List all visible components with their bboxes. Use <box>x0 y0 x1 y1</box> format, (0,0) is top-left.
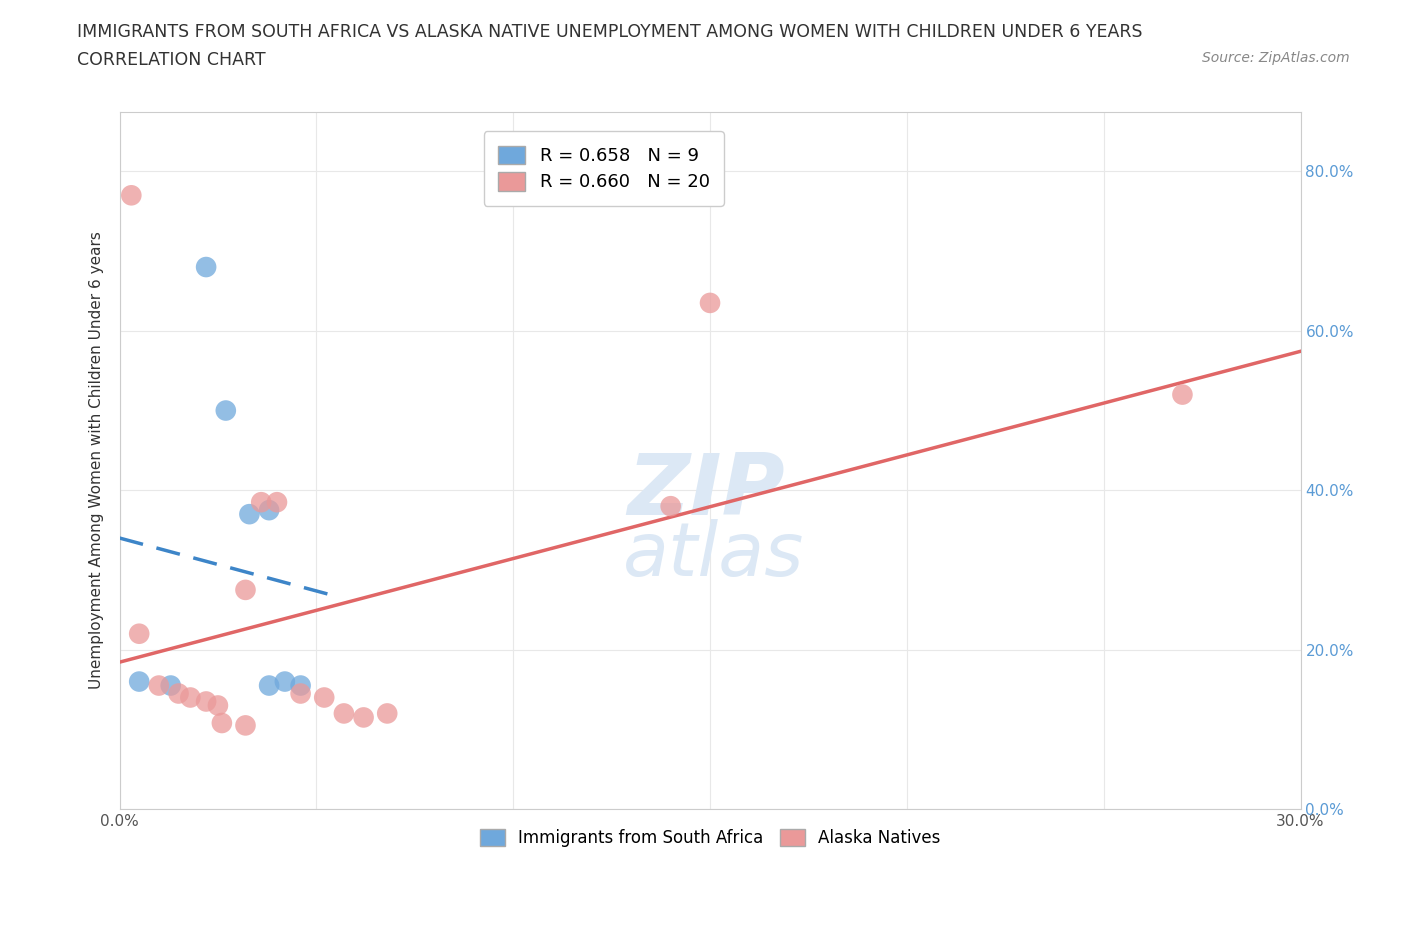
Point <box>1171 387 1194 402</box>
Point <box>238 507 260 522</box>
Point <box>659 498 682 513</box>
Point <box>235 718 257 733</box>
Point <box>215 403 238 418</box>
Text: CORRELATION CHART: CORRELATION CHART <box>77 51 266 69</box>
Point <box>167 686 190 701</box>
Point <box>195 259 218 274</box>
Text: atlas: atlas <box>623 519 804 591</box>
Point <box>250 495 273 510</box>
Point <box>235 582 257 597</box>
Point <box>257 678 280 693</box>
Point <box>699 296 721 311</box>
Point <box>128 626 150 641</box>
Point <box>211 715 233 730</box>
Text: Source: ZipAtlas.com: Source: ZipAtlas.com <box>1202 51 1350 65</box>
Point <box>333 706 356 721</box>
Point <box>266 495 288 510</box>
Point <box>274 674 297 689</box>
Point <box>195 694 218 709</box>
Point <box>290 678 312 693</box>
Point <box>148 678 170 693</box>
Point <box>257 503 280 518</box>
Point <box>353 710 375 724</box>
Y-axis label: Unemployment Among Women with Children Under 6 years: Unemployment Among Women with Children U… <box>89 232 104 689</box>
Point <box>128 674 150 689</box>
Point <box>207 698 229 713</box>
Point <box>314 690 336 705</box>
Point <box>375 706 398 721</box>
Point <box>179 690 201 705</box>
Point <box>120 188 142 203</box>
Text: IMMIGRANTS FROM SOUTH AFRICA VS ALASKA NATIVE UNEMPLOYMENT AMONG WOMEN WITH CHIL: IMMIGRANTS FROM SOUTH AFRICA VS ALASKA N… <box>77 23 1143 41</box>
Point <box>159 678 181 693</box>
Text: ZIP: ZIP <box>627 450 786 533</box>
Point <box>290 686 312 701</box>
Legend: Immigrants from South Africa, Alaska Natives: Immigrants from South Africa, Alaska Nat… <box>467 816 953 860</box>
